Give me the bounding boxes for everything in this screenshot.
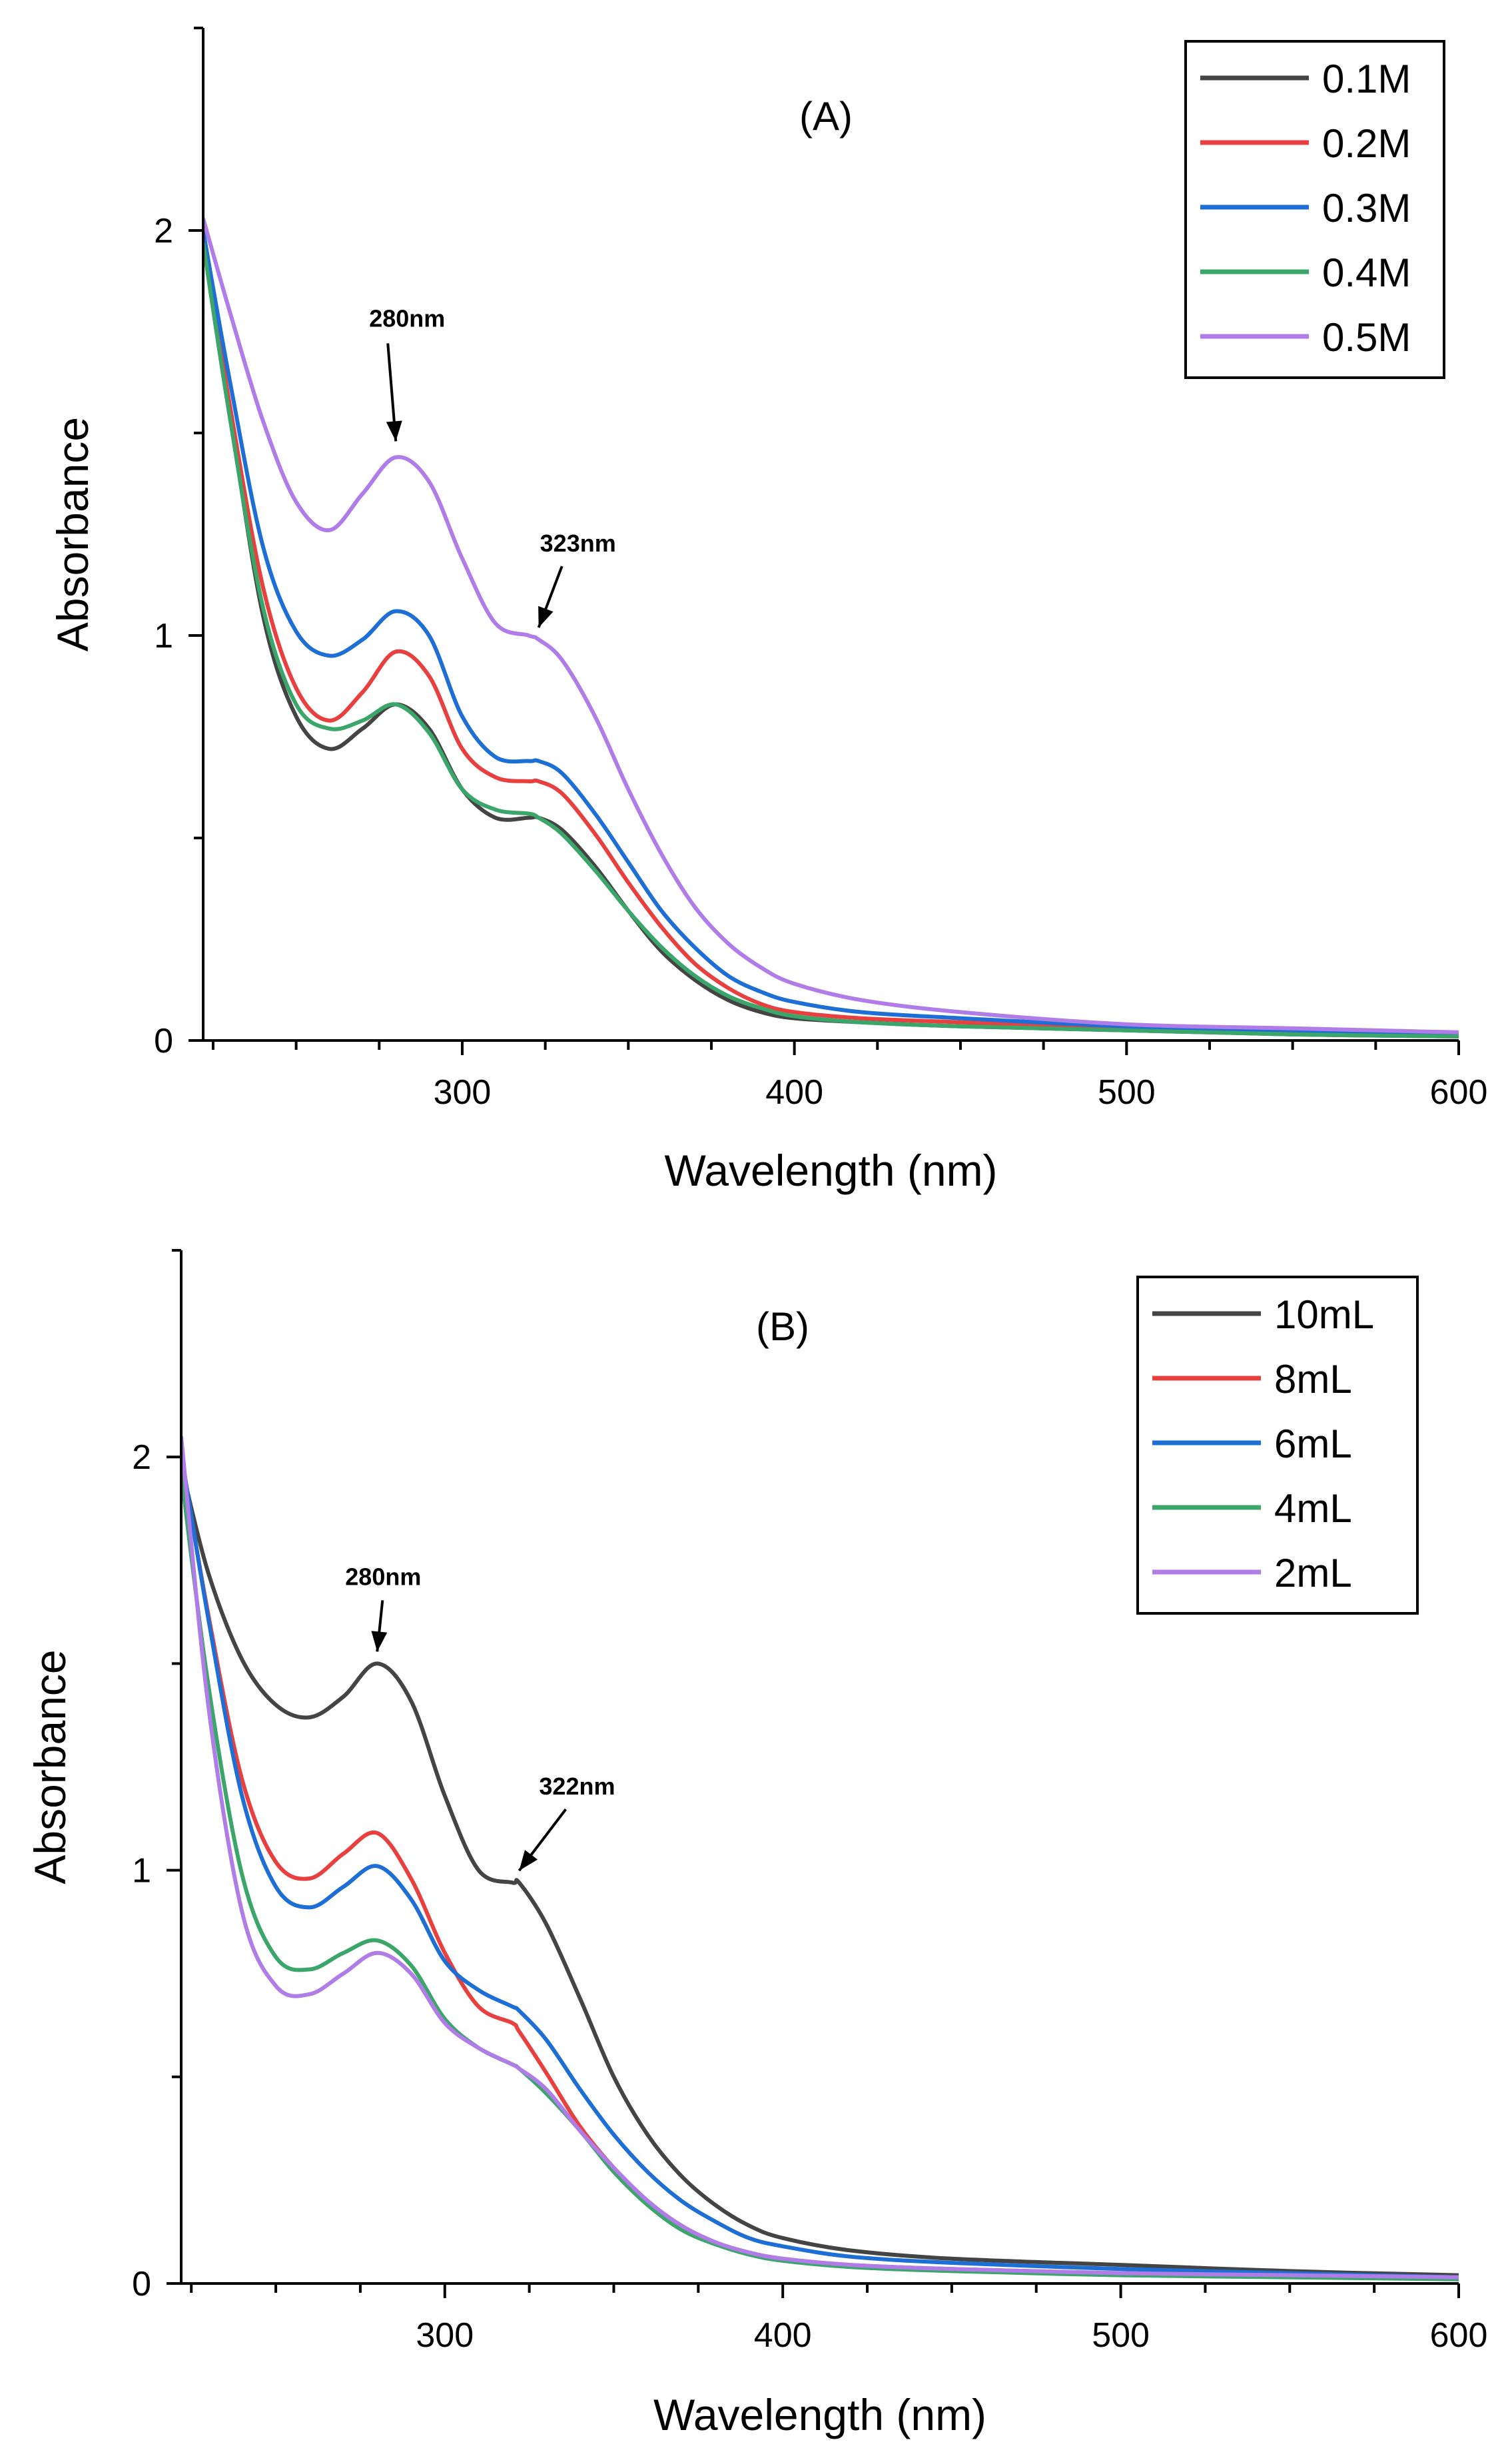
x-tick-label: 600 xyxy=(1430,2316,1488,2355)
legend-label-0.1M: 0.1M xyxy=(1322,57,1411,101)
y-axis-title: Absorbance xyxy=(25,1649,75,1884)
legend-label-10mL: 10mL xyxy=(1274,1292,1374,1337)
legend-label-2mL: 2mL xyxy=(1274,1551,1352,1595)
legend-label-0.4M: 0.4M xyxy=(1322,250,1411,295)
y-tick-label: 2 xyxy=(132,1438,151,1477)
x-tick-label: 600 xyxy=(1430,1073,1488,1112)
annotation-label: 322nm xyxy=(539,1773,615,1800)
series-line-b-2mL xyxy=(181,1435,1459,2279)
annotation-arrow-head xyxy=(519,1850,538,1871)
x-tick-label: 300 xyxy=(434,1073,492,1112)
series-line-a-0.2M xyxy=(203,238,1459,1036)
series-line-b-4mL xyxy=(181,1473,1459,2281)
panel-label: (A) xyxy=(799,94,853,139)
y-tick-label: 2 xyxy=(154,212,173,250)
legend-label-0.3M: 0.3M xyxy=(1322,186,1411,230)
annotation-label: 280nm xyxy=(369,304,445,332)
annotation-arrow-head xyxy=(386,420,402,442)
y-tick-label: 0 xyxy=(154,1022,173,1060)
series-line-a-0.5M xyxy=(203,217,1459,1034)
y-axis-title: Absorbance xyxy=(48,417,97,651)
legend-label-4mL: 4mL xyxy=(1274,1486,1352,1531)
x-tick-label: 500 xyxy=(1098,1073,1156,1112)
x-tick-label: 400 xyxy=(754,2316,812,2355)
annotation-arrow-head xyxy=(371,1631,388,1652)
legend-label-0.5M: 0.5M xyxy=(1322,315,1411,360)
annotation-label: 323nm xyxy=(540,530,616,557)
panel-a: 300 400 500 600 0 1 2 Wavelength (nm) Absorbance… xyxy=(48,27,1488,1195)
series-line-b-10mL xyxy=(181,1464,1459,2277)
x-tick-label: 300 xyxy=(416,2316,474,2355)
annotation-arrow-head xyxy=(538,606,554,628)
annotation-label: 280nm xyxy=(345,1563,421,1590)
x-tick-label: 500 xyxy=(1092,2316,1150,2355)
legend-label-0.2M: 0.2M xyxy=(1322,121,1411,166)
y-tick-label: 1 xyxy=(132,1852,151,1890)
legend-label-6mL: 6mL xyxy=(1274,1422,1352,1466)
panel-label: (B) xyxy=(756,1304,809,1349)
series-line-a-0.3M xyxy=(203,230,1459,1036)
series-line-b-6mL xyxy=(181,1452,1459,2279)
series-line-a-0.4M xyxy=(203,242,1459,1038)
y-tick-label: 1 xyxy=(154,617,173,655)
x-axis-title: Wavelength (nm) xyxy=(664,1146,997,1195)
panel-b: 300 400 500 600 0 1 2 Wavelength (nm) Absorbance… xyxy=(25,1249,1488,2439)
x-tick-label: 400 xyxy=(765,1073,823,1112)
x-axis-title: Wavelength (nm) xyxy=(653,2390,986,2439)
y-tick-label: 0 xyxy=(132,2265,151,2303)
legend-label-8mL: 8mL xyxy=(1274,1357,1352,1402)
